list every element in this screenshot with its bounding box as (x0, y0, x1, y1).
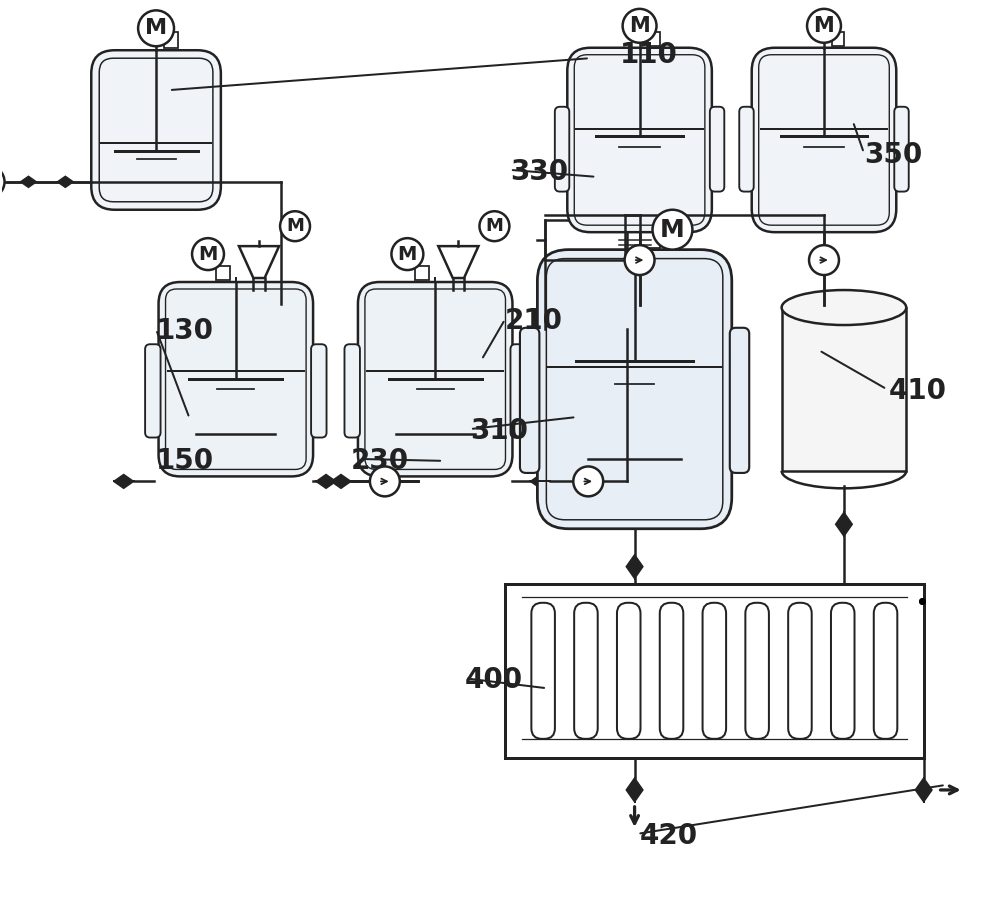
Bar (545, 219, 627, 329)
Circle shape (391, 238, 423, 270)
Circle shape (809, 245, 839, 275)
Circle shape (370, 467, 400, 496)
Circle shape (192, 238, 224, 270)
Text: 130: 130 (156, 317, 214, 345)
Text: M: M (660, 218, 685, 242)
Bar (505, 583, 924, 758)
Bar (505, 583, 924, 758)
Polygon shape (626, 555, 643, 579)
Circle shape (623, 9, 657, 43)
Circle shape (807, 9, 841, 43)
Text: M: M (814, 16, 834, 36)
FancyBboxPatch shape (730, 328, 749, 473)
Polygon shape (20, 176, 36, 187)
FancyBboxPatch shape (159, 282, 313, 476)
FancyBboxPatch shape (739, 107, 754, 191)
Text: M: M (286, 218, 304, 236)
FancyBboxPatch shape (344, 344, 360, 438)
Bar (782, 307, 906, 471)
Text: 410: 410 (889, 378, 947, 405)
Text: 400: 400 (465, 666, 523, 694)
FancyBboxPatch shape (537, 250, 732, 529)
Polygon shape (836, 512, 852, 536)
Bar (415, 266, 429, 280)
Text: 230: 230 (350, 447, 409, 475)
Circle shape (653, 209, 692, 250)
FancyBboxPatch shape (520, 328, 539, 473)
FancyBboxPatch shape (752, 48, 896, 232)
FancyBboxPatch shape (358, 282, 512, 476)
Bar (640, 226, 660, 247)
Polygon shape (316, 475, 336, 488)
Text: 210: 210 (505, 307, 563, 335)
Text: M: M (398, 245, 417, 263)
FancyBboxPatch shape (567, 48, 712, 232)
Bar (832, 31, 844, 46)
Text: M: M (629, 16, 650, 36)
Text: 310: 310 (470, 417, 528, 445)
Text: 420: 420 (640, 822, 698, 850)
FancyBboxPatch shape (555, 107, 569, 191)
Polygon shape (915, 778, 932, 802)
Circle shape (573, 467, 603, 496)
Text: M: M (145, 18, 167, 39)
Polygon shape (626, 778, 643, 802)
FancyBboxPatch shape (510, 344, 526, 438)
Text: 330: 330 (510, 158, 568, 186)
Circle shape (625, 245, 655, 275)
Bar (164, 32, 178, 49)
Text: M: M (198, 245, 218, 263)
FancyBboxPatch shape (894, 107, 909, 191)
Polygon shape (57, 176, 73, 187)
Text: M: M (485, 218, 503, 236)
FancyBboxPatch shape (710, 107, 724, 191)
Circle shape (138, 11, 174, 46)
Circle shape (0, 166, 5, 198)
Bar (648, 31, 660, 46)
Polygon shape (530, 475, 550, 488)
Text: 150: 150 (156, 447, 214, 475)
Text: 110: 110 (620, 41, 678, 69)
FancyBboxPatch shape (145, 344, 161, 438)
Polygon shape (114, 475, 134, 488)
Ellipse shape (782, 290, 906, 325)
Circle shape (280, 211, 310, 241)
FancyBboxPatch shape (311, 344, 327, 438)
FancyBboxPatch shape (91, 50, 221, 209)
Polygon shape (331, 475, 351, 488)
Text: 350: 350 (864, 141, 922, 169)
Bar (216, 266, 230, 280)
Circle shape (479, 211, 509, 241)
